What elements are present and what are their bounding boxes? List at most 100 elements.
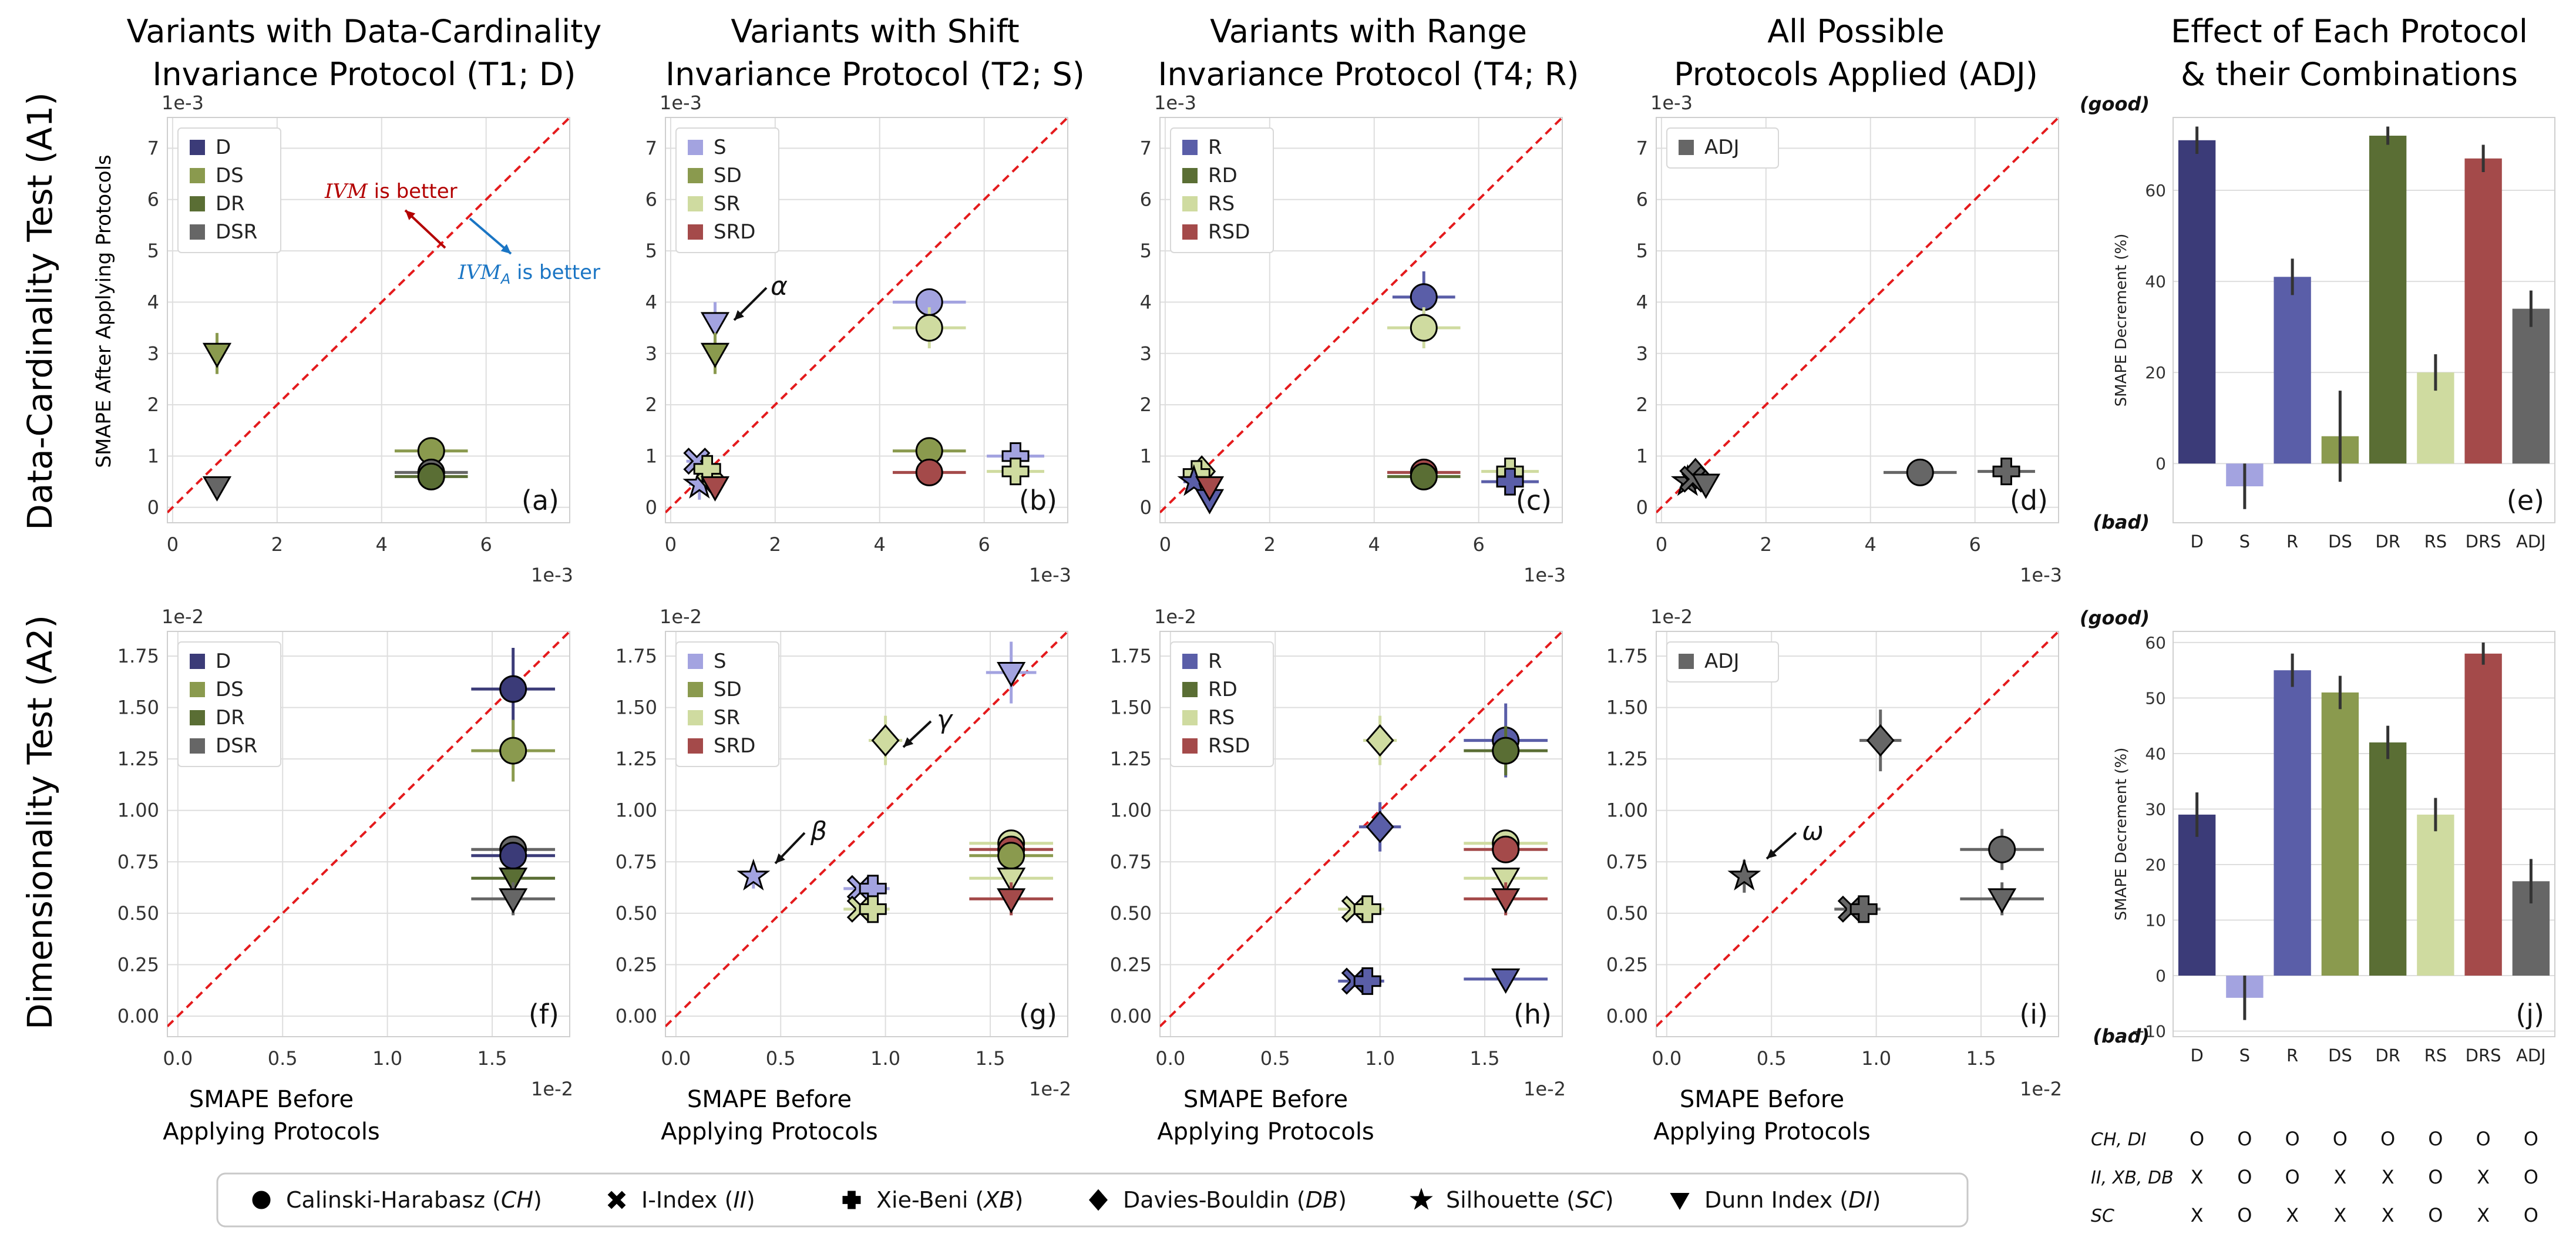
y-tick-label: 5 xyxy=(147,240,159,262)
legend-label-RS: SR xyxy=(714,192,740,216)
bad-label: (bad) xyxy=(2093,1025,2150,1047)
x-tick-label: 1.5 xyxy=(477,1047,507,1070)
legend-text-DI: Dunn Index (DI) xyxy=(1704,1187,1881,1213)
x-tick-label: 0.5 xyxy=(1757,1047,1787,1070)
legend-box xyxy=(177,641,281,767)
data-point-D-circle xyxy=(499,675,527,703)
legend-label-DRS: RSD xyxy=(1208,734,1250,758)
legend-label-DS: DS xyxy=(216,678,244,701)
xlabel-f-line-1: SMAPE Before xyxy=(189,1086,354,1113)
plot-frame xyxy=(1656,631,2059,1037)
legend-abbr: SC xyxy=(1575,1187,1605,1213)
legend-close: ) xyxy=(746,1187,755,1213)
ivma-subscript: A xyxy=(500,271,510,287)
data-point-D-circle xyxy=(499,842,527,870)
x-tick-label: 6 xyxy=(1472,533,1484,556)
scatter-panel-i: 0.0 0.5 1.0 1.5 0.00 0.25 0.50 0.75 1.00 1.25 1.50… xyxy=(1606,606,2062,1100)
legend-swatch-R xyxy=(1182,140,1198,155)
col-title-2-line-1: Variants with Shift xyxy=(731,13,1019,50)
x-tick-label: 4 xyxy=(874,533,886,556)
panel-label: (h) xyxy=(1514,999,1552,1030)
y-scale-label: 1e-3 xyxy=(660,92,702,114)
data-point-R-plus xyxy=(1496,468,1524,496)
y-axis-label-top: SMAPE After Applying Protocols xyxy=(92,154,116,468)
y-tick-label: 7 xyxy=(1140,137,1152,159)
data-point-DRS-triangle xyxy=(997,888,1026,914)
protocol-cell: O xyxy=(2428,1128,2443,1150)
legend-label-RS: RS xyxy=(1208,192,1235,216)
data-point-ADJ-triangle xyxy=(1988,888,2017,914)
identity-line xyxy=(1656,117,2059,513)
panel-label: (b) xyxy=(1019,485,1057,516)
xlabel-i-line-2: Applying Protocols xyxy=(1653,1118,1871,1145)
x-tick-label: 1.0 xyxy=(870,1047,900,1070)
legend-swatch-DS xyxy=(688,682,703,697)
legend-marker-DB xyxy=(1089,1189,1108,1211)
legend-swatch-R xyxy=(1182,654,1198,669)
legend-label-DRS: SRD xyxy=(714,220,755,244)
ivma-arrow-head xyxy=(500,244,511,254)
data-point-RS-circle xyxy=(1410,314,1438,342)
protocol-cell: X xyxy=(2382,1166,2395,1188)
panel-label: (g) xyxy=(1019,999,1057,1030)
series-legend: R RD RS RSD xyxy=(1170,641,1274,767)
x-scale-label: 1e-2 xyxy=(1524,1078,1566,1100)
data-point-DRS-circle xyxy=(915,458,943,486)
protocol-row-label: II, XB, DB xyxy=(2091,1168,2174,1188)
x-scale-label: 1e-3 xyxy=(531,564,573,586)
legend-close: ) xyxy=(1872,1187,1881,1213)
data-point-DS-circle xyxy=(499,737,527,765)
legend-name: Silhouette ( xyxy=(1446,1187,1575,1213)
plot-frame xyxy=(2173,631,2555,1037)
y-tick-label: 1.25 xyxy=(1606,748,1648,770)
y-tick-label: 0.00 xyxy=(1606,1005,1648,1027)
y-tick-label: 40 xyxy=(2145,272,2166,291)
legend-marker-XB xyxy=(842,1191,861,1209)
legend-label-ADJ: ADJ xyxy=(1704,650,1739,673)
y-tick-label: 0.25 xyxy=(117,953,159,976)
plot-frame xyxy=(1159,117,1563,523)
legend-close: ) xyxy=(1014,1187,1023,1213)
y-tick-label: 3 xyxy=(1140,342,1152,365)
data-point-ADJ-circle xyxy=(1906,458,1934,486)
data-point-RS-plus xyxy=(859,895,887,923)
y-tick-label: 5 xyxy=(1636,240,1648,262)
y-tick-label: 4 xyxy=(645,291,657,313)
data-point-R-triangle xyxy=(1491,968,1521,994)
legend-text-DB: Davies-Bouldin (DB) xyxy=(1123,1187,1347,1213)
data-point-DS-circle xyxy=(997,842,1025,870)
col-title-3-line-1: Variants with Range xyxy=(1210,13,1527,50)
y-scale-label: 1e-2 xyxy=(660,606,702,628)
y-tick-label: 0.25 xyxy=(1110,953,1152,976)
panel-label: (a) xyxy=(522,485,559,516)
points xyxy=(1338,703,1548,995)
legend-label-S: S xyxy=(714,136,727,159)
data-point-DRS-triangle xyxy=(1491,888,1521,914)
greek-omega-arrow-head xyxy=(1767,849,1777,859)
x-scale-label: 1e-3 xyxy=(1524,564,1566,586)
y-tick-label: 0.25 xyxy=(1606,953,1648,976)
legend-swatch-RS xyxy=(688,710,703,725)
y-tick-label: 6 xyxy=(147,189,159,211)
ivma-better-text: is better xyxy=(510,261,600,284)
x-tick-label: ADJ xyxy=(2516,1045,2546,1065)
legend-swatch-RS xyxy=(1182,710,1198,725)
data-point-ADJ-plus xyxy=(1992,458,2020,486)
legend-swatch-D xyxy=(190,654,205,669)
protocol-cell: O xyxy=(2524,1128,2538,1150)
legend-abbr: DI xyxy=(1848,1187,1872,1213)
protocol-cell: O xyxy=(2476,1128,2491,1150)
scatter-panel-d: 0 2 4 6 0 1 2 3 4 5 6 7 1e-3 1e-3 ADJ (d) xyxy=(1636,92,2062,586)
xlabel-h-line-1: SMAPE Before xyxy=(1183,1086,1348,1113)
x-tick-label: 4 xyxy=(1368,533,1380,556)
legend-name: Dunn Index ( xyxy=(1704,1187,1848,1213)
y-tick-label: 1.00 xyxy=(1606,799,1648,822)
x-tick-label: R xyxy=(2286,1045,2298,1065)
bar-D xyxy=(2178,140,2216,464)
protocol-cell: X xyxy=(2382,1204,2395,1226)
data-point-ADJ-plus xyxy=(1849,895,1878,923)
panel-label: (f) xyxy=(529,999,559,1030)
scatter-panel-b: 0 2 4 6 0 1 2 3 4 5 6 7 1e-3 1e-3 S SD SR SRD (b) xyxy=(645,92,1071,586)
col-title-5-line-2: & their Combinations xyxy=(2181,56,2518,93)
